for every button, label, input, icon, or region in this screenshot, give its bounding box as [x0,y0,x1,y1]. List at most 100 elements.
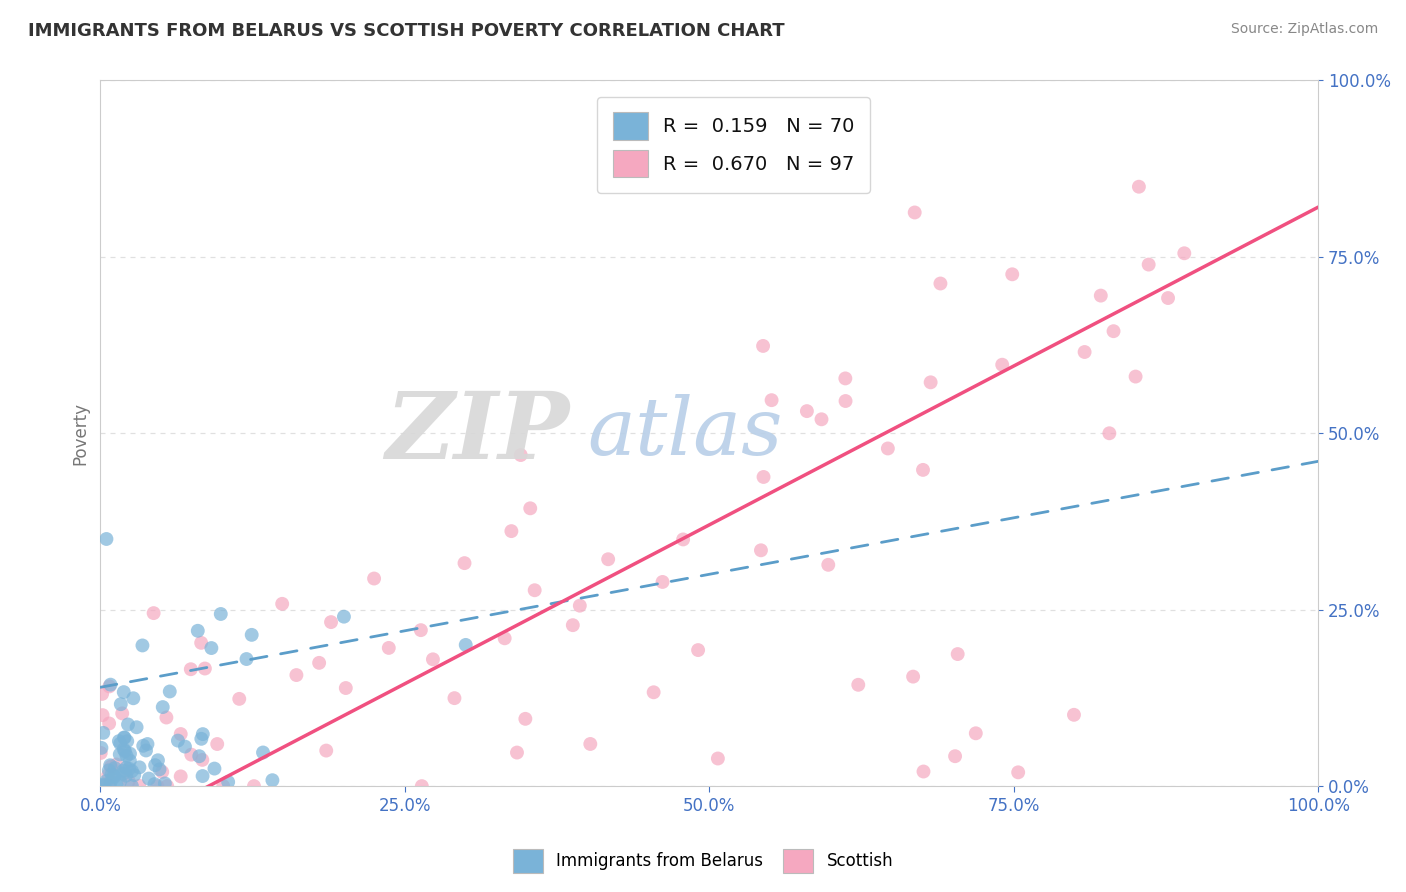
Point [904,205,927,219]
Point [174,739,197,754]
Point [118,774,141,789]
Legend: R =  0.159   N = 70, R =  0.670   N = 97: R = 0.159 N = 70, R = 0.670 N = 97 [598,96,870,193]
Point [112,764,135,778]
Point [271,597,294,611]
Point [191,769,214,783]
Point [965,726,987,740]
Point [319,615,342,629]
Point [110,697,132,711]
Point [243,779,266,793]
Point [561,618,583,632]
Point [598,552,620,566]
Text: IMMIGRANTS FROM BELARUS VS SCOTTISH POVERTY CORRELATION CHART: IMMIGRANTS FROM BELARUS VS SCOTTISH POVE… [28,22,785,40]
Point [191,727,214,741]
Point [155,710,177,724]
Point [209,607,232,621]
Point [112,731,135,745]
Point [752,339,775,353]
Point [1090,288,1112,302]
Point [96,774,118,789]
Point [1128,179,1150,194]
Point [1102,324,1125,338]
Point [187,624,209,638]
Point [170,769,193,783]
Point [142,606,165,620]
Point [96,532,118,546]
Point [114,731,136,745]
Point [135,743,157,757]
Point [190,636,212,650]
Point [159,684,181,698]
Point [117,717,139,731]
Text: atlas: atlas [588,394,783,472]
Point [411,779,433,793]
Point [150,764,173,779]
Point [519,501,541,516]
Point [108,734,131,748]
Point [98,778,121,792]
Point [121,764,143,778]
Point [363,572,385,586]
Point [1063,707,1085,722]
Point [672,533,695,547]
Point [100,775,122,789]
Point [152,700,174,714]
Point [1098,426,1121,441]
Point [761,393,783,408]
Point [308,656,330,670]
Point [409,623,432,637]
Point [93,779,115,793]
Point [90,740,112,755]
Point [515,712,537,726]
Point [333,609,356,624]
Point [128,760,150,774]
Point [523,583,546,598]
Point [707,751,730,765]
Point [108,747,131,762]
Point [180,662,202,676]
Point [146,753,169,767]
Point [752,470,775,484]
Point [796,404,818,418]
Point [122,691,145,706]
Point [920,376,942,390]
Point [93,778,115,792]
Point [97,768,120,782]
Point [876,442,898,456]
Point [834,371,856,385]
Point [501,524,523,538]
Point [91,687,114,701]
Point [205,737,228,751]
Point [443,691,465,706]
Point [115,769,138,783]
Point [115,734,138,748]
Point [103,769,125,783]
Point [506,746,529,760]
Point [494,632,516,646]
Point [90,746,112,760]
Point [204,762,226,776]
Point [100,678,122,692]
Point [834,394,856,409]
Point [846,678,869,692]
Point [335,681,357,695]
Point [1173,246,1195,260]
Point [118,762,141,776]
Point [118,754,141,768]
Point [136,737,159,751]
Point [749,543,772,558]
Point [946,647,969,661]
Point [143,758,166,772]
Y-axis label: Poverty: Poverty [72,401,89,465]
Point [651,574,673,589]
Point [98,680,121,694]
Point [262,773,284,788]
Point [100,759,122,773]
Point [943,749,966,764]
Point [1137,258,1160,272]
Point [148,763,170,777]
Point [228,691,250,706]
Point [1007,765,1029,780]
Point [125,720,148,734]
Point [422,652,444,666]
